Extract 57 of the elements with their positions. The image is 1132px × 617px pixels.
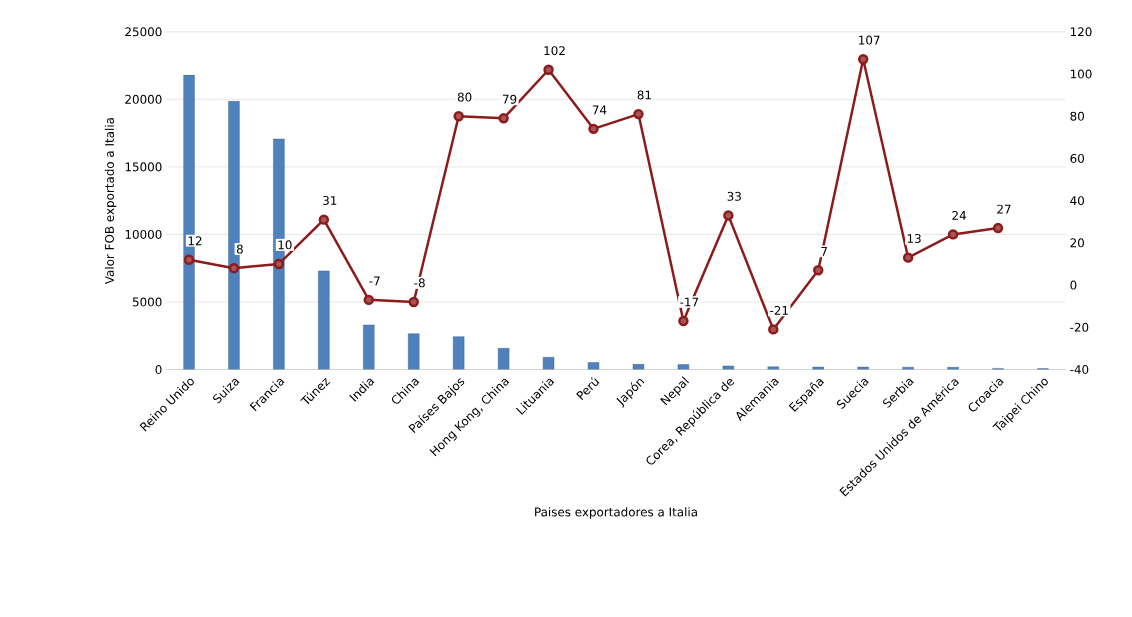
data-label: 8 (236, 244, 243, 254)
y2-tick-label: -20 (1070, 322, 1089, 332)
data-label: -7 (369, 276, 380, 286)
y-tick-label: 15000 (125, 162, 162, 172)
data-label: 74 (592, 105, 607, 115)
point (318, 214, 330, 225)
data-label: 79 (502, 94, 517, 104)
point (857, 54, 869, 65)
y2-tick-label: 80 (1070, 111, 1084, 121)
point (633, 108, 644, 120)
point (947, 229, 959, 240)
point (498, 113, 509, 124)
y2-tick-label: 40 (1070, 196, 1084, 206)
data-label: 102 (544, 46, 565, 56)
point (183, 254, 195, 266)
data-label: 31 (323, 196, 337, 206)
bar (408, 333, 420, 370)
y-tick-label: 10000 (125, 229, 162, 239)
data-label: 27 (997, 204, 1011, 214)
point (543, 64, 554, 76)
point (678, 315, 689, 327)
data-label: 80 (457, 92, 472, 102)
y2-tick-label: -40 (1070, 365, 1089, 375)
data-label: 81 (637, 90, 651, 100)
data-label: -8 (414, 278, 425, 288)
point (408, 296, 419, 308)
y2-tick-label: 120 (1070, 27, 1092, 37)
data-label: 33 (727, 191, 741, 201)
y-tick-label: 25000 (125, 27, 162, 37)
data-label: 7 (821, 247, 827, 256)
data-label: 13 (907, 234, 921, 244)
data-label: 24 (952, 211, 966, 220)
data-label: 12 (188, 236, 202, 246)
y2-tick-label: 100 (1070, 69, 1092, 79)
point (363, 294, 374, 306)
y-tick-label: 0 (155, 365, 162, 375)
y2-tick-label: 0 (1070, 280, 1077, 290)
y-tick-label: 5000 (132, 297, 162, 307)
y2-tick-label: 60 (1070, 153, 1084, 164)
data-label: 107 (859, 35, 880, 45)
y-axis-title: Valor FOB exportado a Italia (104, 118, 117, 285)
y-tick-label: 20000 (125, 94, 162, 104)
point (813, 265, 824, 276)
x-axis-title: Paises exportadores a Italia (535, 507, 697, 519)
data-label: -21 (770, 306, 788, 315)
point (723, 210, 734, 221)
point (588, 123, 599, 135)
point (453, 111, 464, 122)
point (992, 222, 1004, 234)
data-label: 10 (278, 240, 292, 250)
point (768, 324, 779, 335)
bar (318, 270, 330, 370)
point (228, 263, 240, 274)
y2-tick-label: 20 (1070, 238, 1084, 248)
point (902, 252, 914, 263)
data-label: -17 (680, 297, 699, 307)
point (273, 258, 285, 270)
